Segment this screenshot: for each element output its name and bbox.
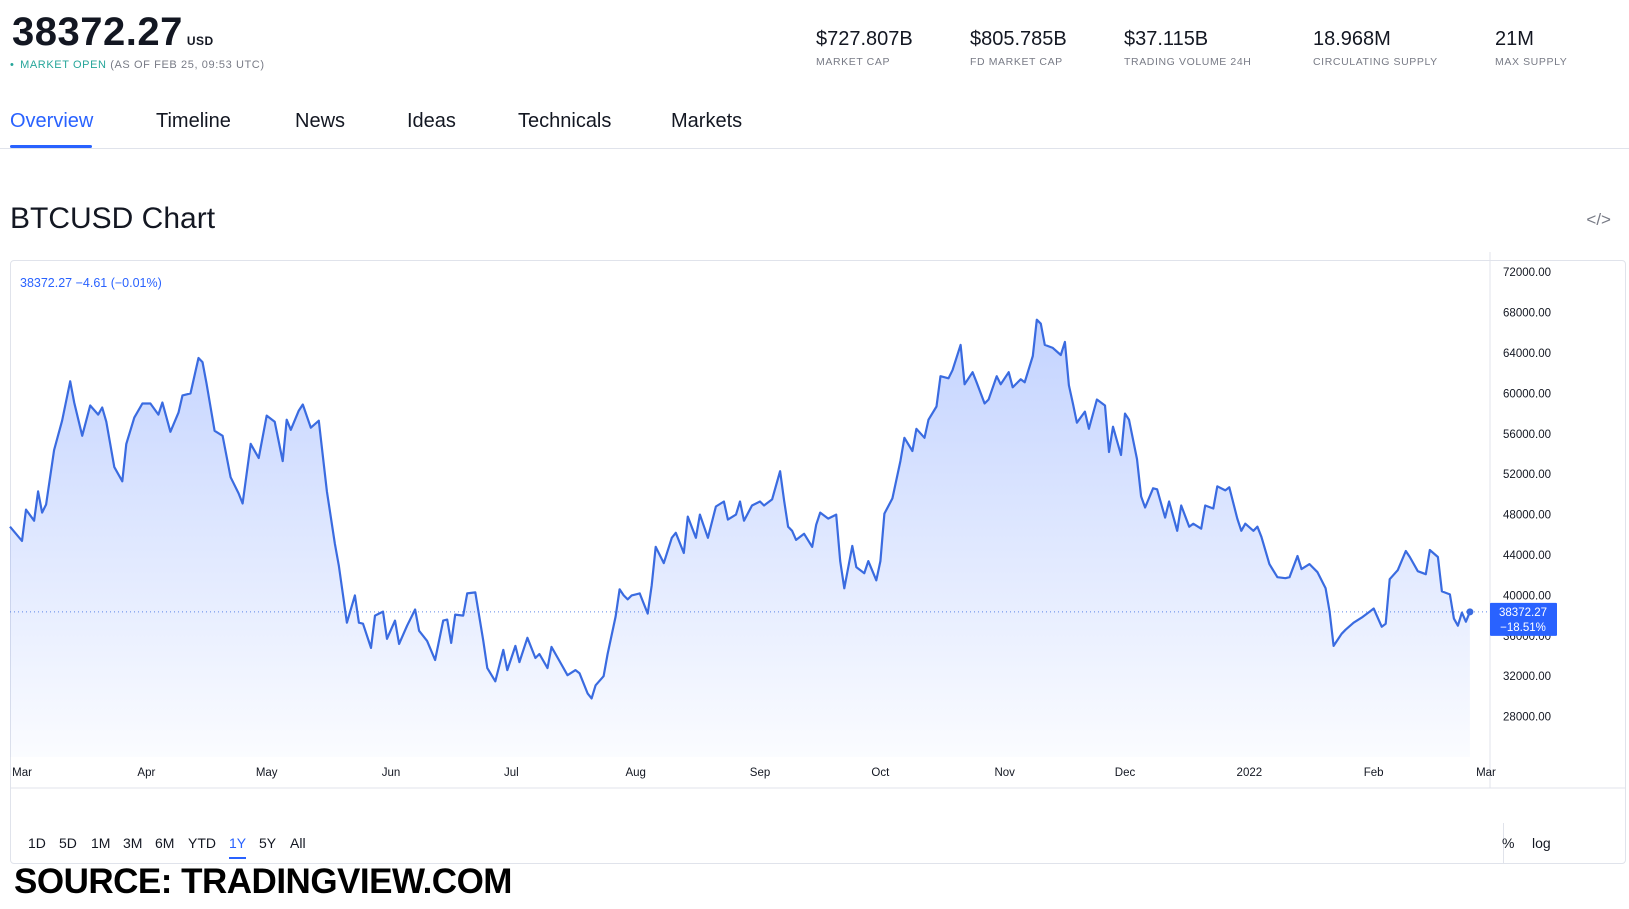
chart-frame: [10, 260, 1626, 864]
stat-value: $727.807B: [816, 28, 913, 50]
price-value: 38372.27: [12, 10, 183, 54]
percent-scale-toggle[interactable]: %: [1502, 835, 1515, 851]
range-1d-button[interactable]: 1D: [28, 835, 46, 851]
stat-circulating-supply: 18.968M CIRCULATING SUPPLY: [1313, 28, 1438, 68]
active-tab-indicator: [10, 145, 92, 148]
range-divider: [1503, 823, 1504, 863]
tab-ideas[interactable]: Ideas: [407, 110, 456, 132]
tab-timeline[interactable]: Timeline: [156, 110, 231, 132]
range-6m-button[interactable]: 6M: [155, 835, 175, 851]
market-open-label: MARKET OPEN: [20, 59, 107, 71]
stat-value: $37.115B: [1124, 28, 1209, 50]
active-range-indicator: [229, 857, 246, 859]
stat-fd-market-cap: $805.785B FD MARKET CAP: [970, 28, 1067, 68]
current-price: 38372.27 USD: [12, 10, 214, 55]
stat-label: MARKET CAP: [816, 56, 891, 68]
range-ytd-button[interactable]: YTD: [188, 835, 216, 851]
embed-code-icon[interactable]: </>: [1586, 210, 1611, 229]
stat-max-supply: 21M MAX SUPPLY: [1495, 28, 1567, 68]
stat-market-cap: $727.807B MARKET CAP: [816, 28, 913, 68]
range-5y-button[interactable]: 5Y: [259, 835, 277, 851]
stat-value: $805.785B: [970, 28, 1067, 50]
stat-label: MAX SUPPLY: [1495, 56, 1568, 68]
range-1m-button[interactable]: 1M: [91, 835, 111, 851]
tab-markets[interactable]: Markets: [671, 110, 743, 132]
stat-label: FD MARKET CAP: [970, 56, 1063, 68]
tab-news[interactable]: News: [295, 110, 346, 132]
price-currency: USD: [186, 34, 214, 48]
symbol-header: 38372.27 USD • MARKET OPEN (AS OF FEB 25,…: [0, 0, 1629, 90]
range-selector: 1D 5D 1M 3M 6M YTD 1Y 5Y All % log: [10, 823, 1626, 863]
stat-trading-volume: $37.115B TRADING VOLUME 24H: [1124, 28, 1252, 68]
market-status: • MARKET OPEN (AS OF FEB 25, 09:53 UTC): [10, 59, 265, 71]
stat-value: 18.968M: [1313, 28, 1391, 50]
chart-legend: 38372.27 −4.61 (−0.01%): [20, 276, 162, 290]
range-1y-button[interactable]: 1Y: [229, 835, 247, 851]
stat-value: 21M: [1495, 28, 1534, 50]
source-credit: SOURCE: TRADINGVIEW.COM: [14, 862, 512, 901]
stat-label: TRADING VOLUME 24H: [1124, 56, 1252, 68]
stat-label: CIRCULATING SUPPLY: [1313, 56, 1438, 68]
range-5d-button[interactable]: 5D: [59, 835, 77, 851]
tab-overview[interactable]: Overview: [10, 110, 94, 132]
chart-title: BTCUSD Chart: [10, 202, 216, 235]
status-dot-icon: •: [10, 59, 15, 71]
status-time: (AS OF FEB 25, 09:53 UTC): [110, 59, 265, 71]
tab-technicals[interactable]: Technicals: [518, 110, 612, 132]
range-all-button[interactable]: All: [290, 835, 306, 851]
symbol-tabs: Overview Timeline News Ideas Technicals …: [0, 100, 1629, 149]
log-scale-toggle[interactable]: log: [1532, 835, 1551, 851]
range-3m-button[interactable]: 3M: [123, 835, 143, 851]
